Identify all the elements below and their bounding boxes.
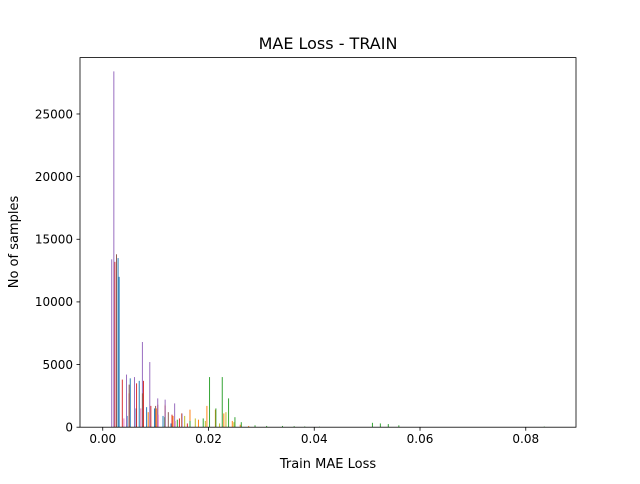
- bar-series-7-1: [123, 418, 125, 428]
- bar-series-6-3: [141, 393, 143, 428]
- bar-series-5-1: [111, 259, 113, 428]
- bar-series-1-8: [154, 408, 156, 428]
- bar-series-2-10: [223, 413, 225, 428]
- y-tick-label: 10000: [35, 295, 73, 309]
- x-tick-label: 0.00: [89, 432, 116, 446]
- bar-series-7-2: [140, 408, 142, 428]
- y-tick-label: 15000: [35, 233, 73, 247]
- bar-series-6-2: [128, 384, 130, 428]
- bar-series-5-9: [174, 403, 176, 428]
- bar-series-5-2: [113, 71, 115, 428]
- bar-series-2-12: [239, 424, 241, 428]
- bar-series-8-4: [219, 423, 221, 428]
- bar-series-4-2: [121, 379, 123, 428]
- bar-series-3-5: [209, 377, 211, 428]
- bar-series-3-1: [164, 417, 166, 428]
- bar-series-3-9: [234, 417, 236, 428]
- bar-series-1-7: [146, 407, 148, 428]
- bar-series-3-20: [398, 425, 400, 428]
- bar-series-2-4: [172, 415, 174, 428]
- bar-series-2-1: [147, 412, 149, 428]
- bar-series-3-8: [228, 398, 230, 428]
- bar-series-1-2: [118, 276, 120, 428]
- bar-series-1-9: [162, 415, 164, 428]
- bar-series-3-10: [240, 422, 242, 428]
- bar-series-1-4: [129, 378, 131, 428]
- bar-series-4-9: [171, 414, 173, 428]
- bar-series-4-4: [136, 383, 138, 428]
- bar-series-4-10: [178, 418, 180, 428]
- bar-series-3-4: [202, 418, 204, 428]
- bar-series-2-9: [214, 409, 216, 428]
- bar-series-6-5: [167, 412, 169, 428]
- bars-layer: [111, 71, 545, 428]
- bar-series-3-18: [379, 423, 381, 428]
- axes-frame: [79, 57, 577, 428]
- bar-series-8-2: [194, 418, 196, 428]
- bar-series-8-3: [204, 420, 206, 428]
- bar-series-1-6: [138, 380, 140, 428]
- bar-series-1-5: [135, 408, 137, 428]
- x-tick-label: 0.02: [195, 432, 222, 446]
- bar-series-2-13: [248, 425, 250, 428]
- bar-series-7-4: [174, 420, 176, 428]
- bar-series-3-7: [221, 377, 223, 428]
- y-axis-label: No of samples: [7, 196, 22, 289]
- bar-series-3-19: [387, 424, 389, 428]
- x-tick-label: 0.06: [407, 432, 434, 446]
- x-axis-label: Train MAE Loss: [279, 457, 377, 472]
- bar-series-4-6: [150, 405, 152, 428]
- bar-series-2-5: [181, 413, 182, 428]
- bar-series-8-1: [184, 415, 186, 428]
- bar-series-6-4: [155, 405, 157, 428]
- bar-series-6-1: [116, 254, 117, 428]
- x-axis-ticks: 0.00 0.02 0.04 0.06 0.08: [89, 427, 539, 446]
- bar-series-4-1: [114, 261, 116, 428]
- bar-series-1-10: [170, 423, 172, 428]
- bar-series-2-6: [189, 409, 191, 428]
- y-tick-label: 0: [65, 421, 73, 435]
- bar-series-3-3: [189, 420, 191, 428]
- y-tick-label: 25000: [35, 107, 73, 121]
- bar-series-3-12: [266, 425, 268, 428]
- bar-series-4-5: [142, 380, 144, 428]
- y-axis-ticks: 0 5000 10000 15000 20000 25000: [35, 107, 80, 435]
- x-tick-label: 0.08: [512, 432, 539, 446]
- bar-series-3-14: [293, 426, 295, 428]
- bar-series-3-13: [282, 425, 283, 428]
- x-tick-label: 0.04: [301, 432, 328, 446]
- bar-series-1-3: [126, 415, 128, 428]
- bar-series-2-8: [206, 405, 208, 428]
- bar-series-5-3: [126, 374, 128, 428]
- bar-series-4-11: [186, 423, 188, 428]
- bar-series-7-3: [157, 414, 159, 428]
- bar-series-5-4: [133, 377, 135, 428]
- bar-series-2-7: [197, 419, 199, 428]
- y-tick-label: 5000: [42, 358, 73, 372]
- bar-series-5-6: [149, 362, 151, 428]
- bar-series-3-6: [215, 408, 217, 428]
- bar-series-5-8: [164, 399, 166, 428]
- bar-series-2-2: [156, 408, 158, 428]
- bar-series-1-1: [117, 258, 119, 428]
- bar-series-2-11: [231, 420, 233, 428]
- bar-series-3-2: [176, 419, 178, 428]
- bar-series-3-17: [371, 422, 373, 428]
- y-tick-label: 20000: [35, 170, 73, 184]
- bar-series-8-5: [225, 412, 227, 428]
- bar-series-5-7: [157, 398, 159, 428]
- bar-series-5-5: [141, 342, 143, 428]
- bar-series-5-10: [181, 413, 183, 428]
- chart-title: MAE Loss - TRAIN: [259, 34, 398, 53]
- bar-series-8-6: [233, 422, 235, 428]
- bar-series-3-11: [254, 425, 256, 428]
